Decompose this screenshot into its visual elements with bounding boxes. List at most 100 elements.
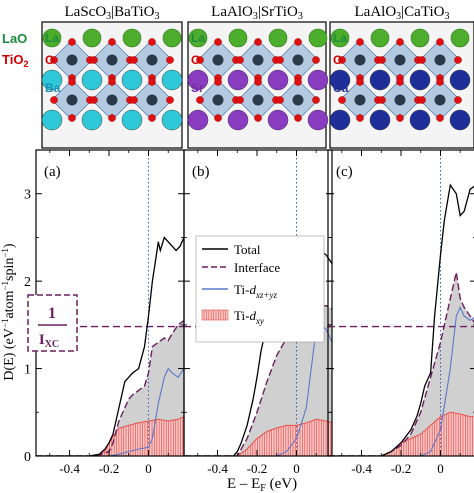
plot-frame: [327, 149, 474, 457]
a-site-atom: [369, 69, 391, 91]
oxygen-atom: [236, 96, 244, 104]
tio2-label: TiO2: [2, 52, 28, 69]
oxygen-atom: [294, 114, 302, 122]
atom-label-a-site: Ba: [45, 81, 61, 95]
oxygen-atom: [130, 56, 138, 64]
a-site-atom: [81, 109, 103, 131]
oxygen-atom: [148, 78, 156, 86]
x-tick-label: 0: [437, 461, 444, 476]
oxygen-atom: [90, 96, 98, 104]
x-tick-label: 0: [145, 461, 152, 476]
y-axis-label: D(E) (eV−1atom−1spin−1): [0, 243, 17, 381]
oxygen-atom: [436, 38, 444, 46]
oxygen-atom: [166, 96, 174, 104]
legend-text: Total: [234, 242, 261, 257]
a-site-atom: [409, 69, 431, 91]
oxygen-atom: [50, 56, 58, 64]
legend-text: Ti-dxy: [234, 308, 264, 326]
oxygen-atom: [294, 38, 302, 46]
structure-panel-1: LaScO3|BaTiO3 La O Ba: [41, 4, 183, 149]
ti-atom: [212, 54, 224, 66]
oxygen-atom: [108, 38, 116, 46]
a-site-atom: [307, 109, 329, 131]
ti-atom: [394, 54, 406, 66]
a-site-atom: [161, 69, 183, 91]
panel-label: (a): [44, 164, 61, 180]
series-ti-dxz-yz: [328, 306, 474, 456]
a-site-atom: [267, 69, 289, 91]
a-site-atom: [227, 109, 249, 131]
oxygen-atom: [214, 38, 222, 46]
oxygen-atom: [454, 56, 462, 64]
la-atom: [308, 28, 328, 48]
ti-dxy-fill: [328, 412, 474, 456]
oxygen-atom: [254, 38, 262, 46]
structure-title: LaAlO3|CaTiO3: [355, 4, 450, 22]
atom-label-o: O: [333, 53, 342, 67]
a-site-atom: [41, 69, 63, 91]
structure-panels: LaScO3|BaTiO3LaOBaLaAlO3|SrTiO3LaOSrLaAl…: [41, 4, 474, 149]
structure-title: LaScO3|BaTiO3: [65, 4, 160, 22]
ti-dxy-hatch: [238, 419, 332, 456]
structure-panel-2: LaAlO3|SrTiO3 La O Sr: [187, 4, 329, 149]
oxygen-atom: [436, 114, 444, 122]
x-tick-label: -0.2: [247, 461, 268, 476]
legend-ti-dxz-yz: Ti-dxz+yz: [202, 282, 278, 300]
atom-label-a-site: Sr: [191, 81, 204, 95]
a-site-atom: [121, 109, 143, 131]
panel-label: (c): [336, 164, 353, 180]
x-tick-label: -0.2: [391, 461, 412, 476]
oxygen-atom: [276, 96, 284, 104]
oxygen-atom: [338, 56, 346, 64]
a-site-atom: [409, 109, 431, 131]
atom-label-o: O: [45, 53, 54, 67]
series-ti-dxy: [184, 418, 332, 456]
ti-atom: [292, 54, 304, 66]
a-site-atom: [449, 109, 471, 131]
ti-atom: [434, 54, 446, 66]
oxygen-atom: [396, 114, 404, 122]
legend-swatch: [201, 309, 229, 321]
series-total: [36, 236, 184, 456]
legend-total: Total: [202, 242, 261, 257]
oxygen-atom: [254, 78, 262, 86]
y-tick-label: 3: [24, 188, 31, 203]
x-axis-label: E – EF (eV): [227, 476, 297, 493]
series-ti-dxz-yz: [36, 367, 184, 456]
a-site-atom: [121, 69, 143, 91]
oxygen-atom: [130, 96, 138, 104]
atom-label-o: O: [191, 53, 200, 67]
oxygen-atom: [108, 78, 116, 86]
dos-panel-c: -0.4 -0.2 0 (c): [327, 149, 474, 476]
oxygen-atom: [276, 56, 284, 64]
a-site-atom: [41, 109, 63, 131]
ti-atom: [66, 94, 78, 106]
oxygen-atom: [214, 114, 222, 122]
oxygen-atom: [338, 96, 346, 104]
la-atom: [268, 28, 288, 48]
oxygen-atom: [378, 96, 386, 104]
oxygen-atom: [196, 56, 204, 64]
oxygen-atom: [254, 114, 262, 122]
a-site-atom: [81, 69, 103, 91]
x-tick-label: -0.4: [207, 461, 228, 476]
ti-atom: [252, 54, 264, 66]
la-atom: [228, 28, 248, 48]
a-site-atom: [187, 109, 209, 131]
oxygen-atom: [148, 114, 156, 122]
inverse-ixc-box: 1 IXC: [27, 294, 78, 352]
oxygen-atom: [166, 56, 174, 64]
a-site-atom: [449, 69, 471, 91]
ti-atom: [146, 54, 158, 66]
ti-atom: [252, 94, 264, 106]
la-atom: [188, 28, 208, 48]
oxygen-atom: [68, 114, 76, 122]
oxygen-atom: [396, 38, 404, 46]
oxygen-atom: [68, 38, 76, 46]
la-atom: [370, 28, 390, 48]
y-tick-label: 0: [24, 450, 31, 465]
structure-panel-3: LaAlO3|CaTiO3 La O Ca: [329, 4, 474, 149]
oxygen-atom: [312, 56, 320, 64]
oxygen-atom: [68, 78, 76, 86]
